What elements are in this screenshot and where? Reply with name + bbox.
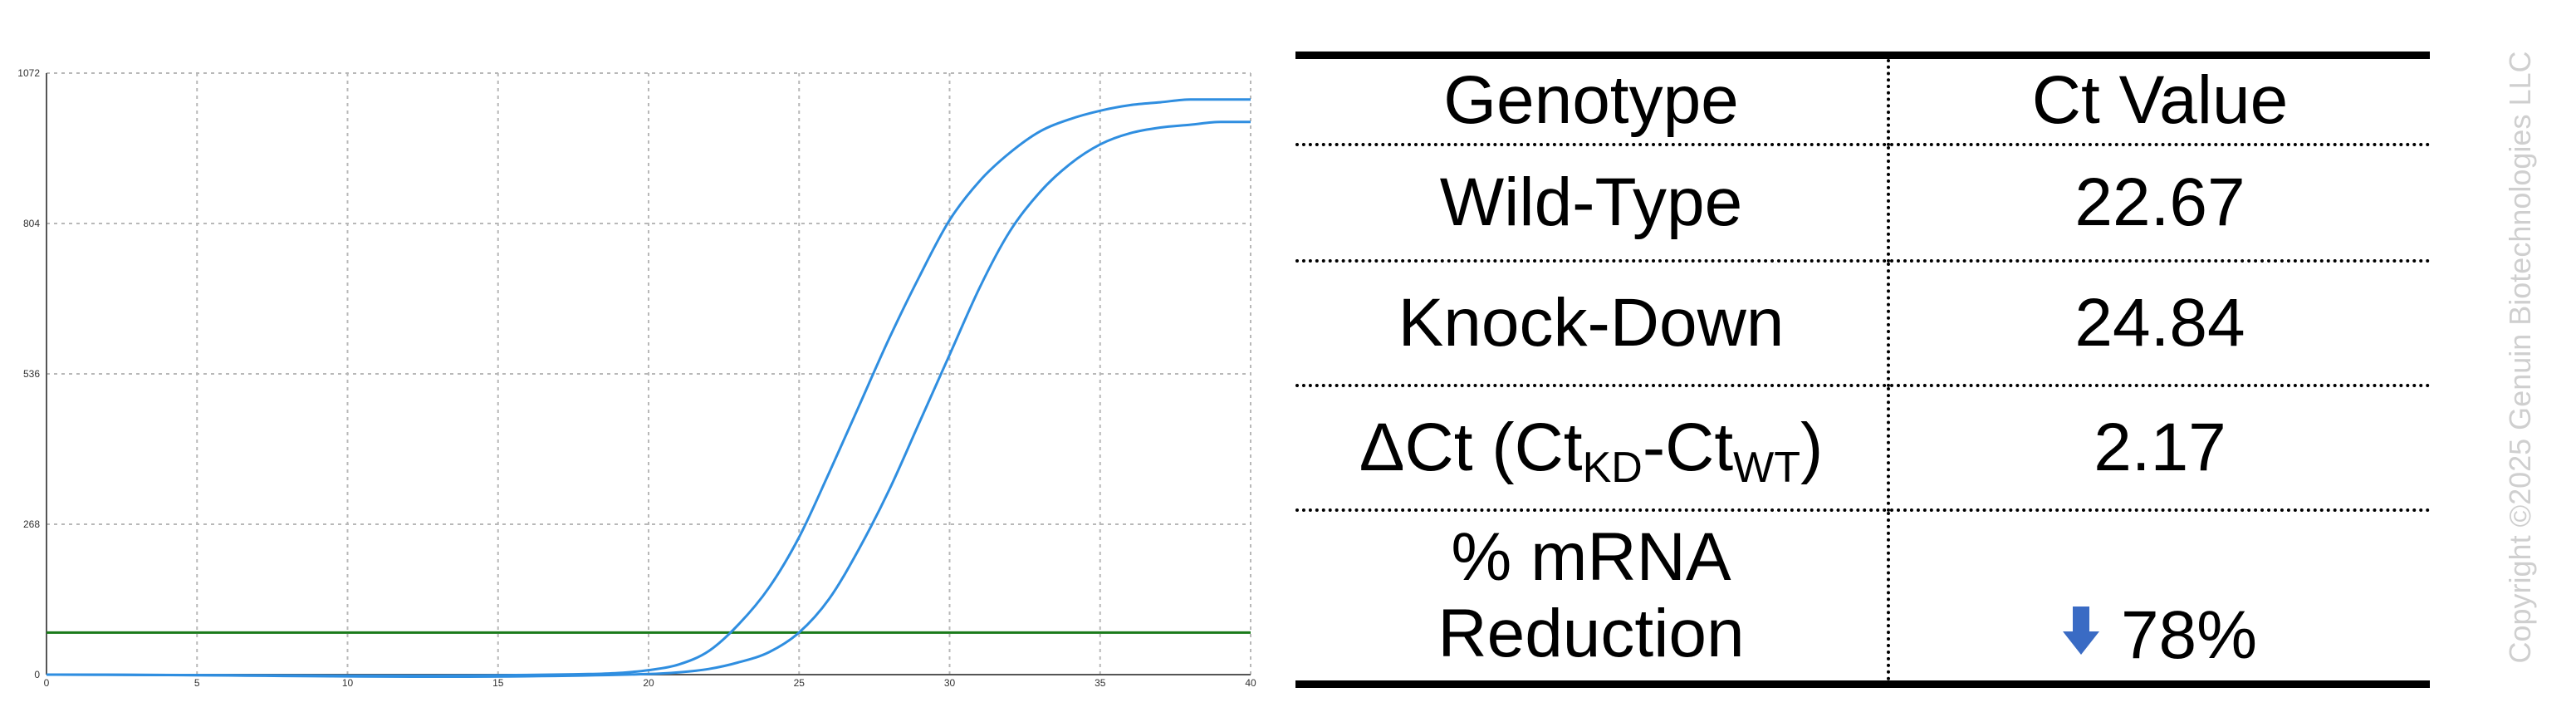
down-arrow-icon [2062, 594, 2099, 670]
table-row-delta-ct: ΔCt (CtKD-CtWT) 2.17 [1295, 385, 2430, 510]
delta-ct-prefix: ΔCt (Ct [1359, 409, 1583, 485]
copyright-text: Copyright ©2025 Genuin Biotechnologies L… [2503, 51, 2537, 664]
y-tick-label: 0 [34, 669, 40, 680]
y-tick-label: 1072 [17, 67, 40, 79]
wild-type-label: Wild-Type [1295, 144, 1890, 261]
table-row-knock-down: Knock-Down 24.84 [1295, 260, 2430, 386]
reduction-value: 78% [2120, 597, 2258, 674]
amplification-curve-1 [46, 98, 1251, 677]
amplification-curve-2 [46, 120, 1251, 679]
header-ct-value: Ct Value [2031, 62, 2289, 139]
reduction-label: % mRNA Reduction [1295, 509, 1890, 685]
wild-type-value: 22.67 [2074, 164, 2245, 240]
results-table: Genotype Ct Value Wild-Type 22.67 Knock-… [1295, 52, 2430, 688]
x-tick-label: 40 [1245, 677, 1256, 689]
delta-ct-suffix: ) [1800, 409, 1824, 485]
x-tick-label: 15 [492, 677, 504, 689]
knock-down-value: 24.84 [2074, 284, 2245, 361]
delta-ct-sub-kd: KD [1582, 443, 1643, 492]
x-tick-label: 10 [342, 677, 354, 689]
reduction-value-cell: 78% [1888, 510, 2430, 685]
y-tick-label: 804 [23, 218, 40, 229]
x-tick-label: 20 [643, 677, 654, 689]
x-tick-label: 25 [794, 677, 806, 689]
knock-down-label: Knock-Down [1295, 260, 1890, 386]
x-tick-label: 5 [194, 677, 200, 689]
header-genotype: Genotype [1295, 55, 1890, 145]
delta-ct-value: 2.17 [2094, 409, 2226, 485]
delta-ct-mid: -Ct [1642, 409, 1734, 485]
table-row-reduction: % mRNA Reduction 78% [1295, 509, 2430, 685]
amplification-chart: 0 5 10 15 20 25 30 35 40 0 268 536 804 1072 [17, 67, 1256, 689]
table-row-wild-type: Wild-Type 22.67 [1295, 144, 2430, 261]
delta-ct-label: ΔCt (CtKD-CtWT) [1295, 385, 1890, 510]
x-tick-label: 0 [44, 677, 50, 689]
table-header-row: Genotype Ct Value [1295, 55, 2430, 145]
x-tick-label: 35 [1095, 677, 1106, 689]
reduction-label-line2: Reduction [1437, 596, 1745, 672]
y-tick-label: 268 [23, 518, 40, 530]
delta-ct-sub-wt: WT [1733, 443, 1800, 492]
x-tick-label: 30 [944, 677, 956, 689]
reduction-label-line1: % mRNA [1451, 519, 1731, 596]
y-tick-label: 536 [23, 368, 40, 380]
